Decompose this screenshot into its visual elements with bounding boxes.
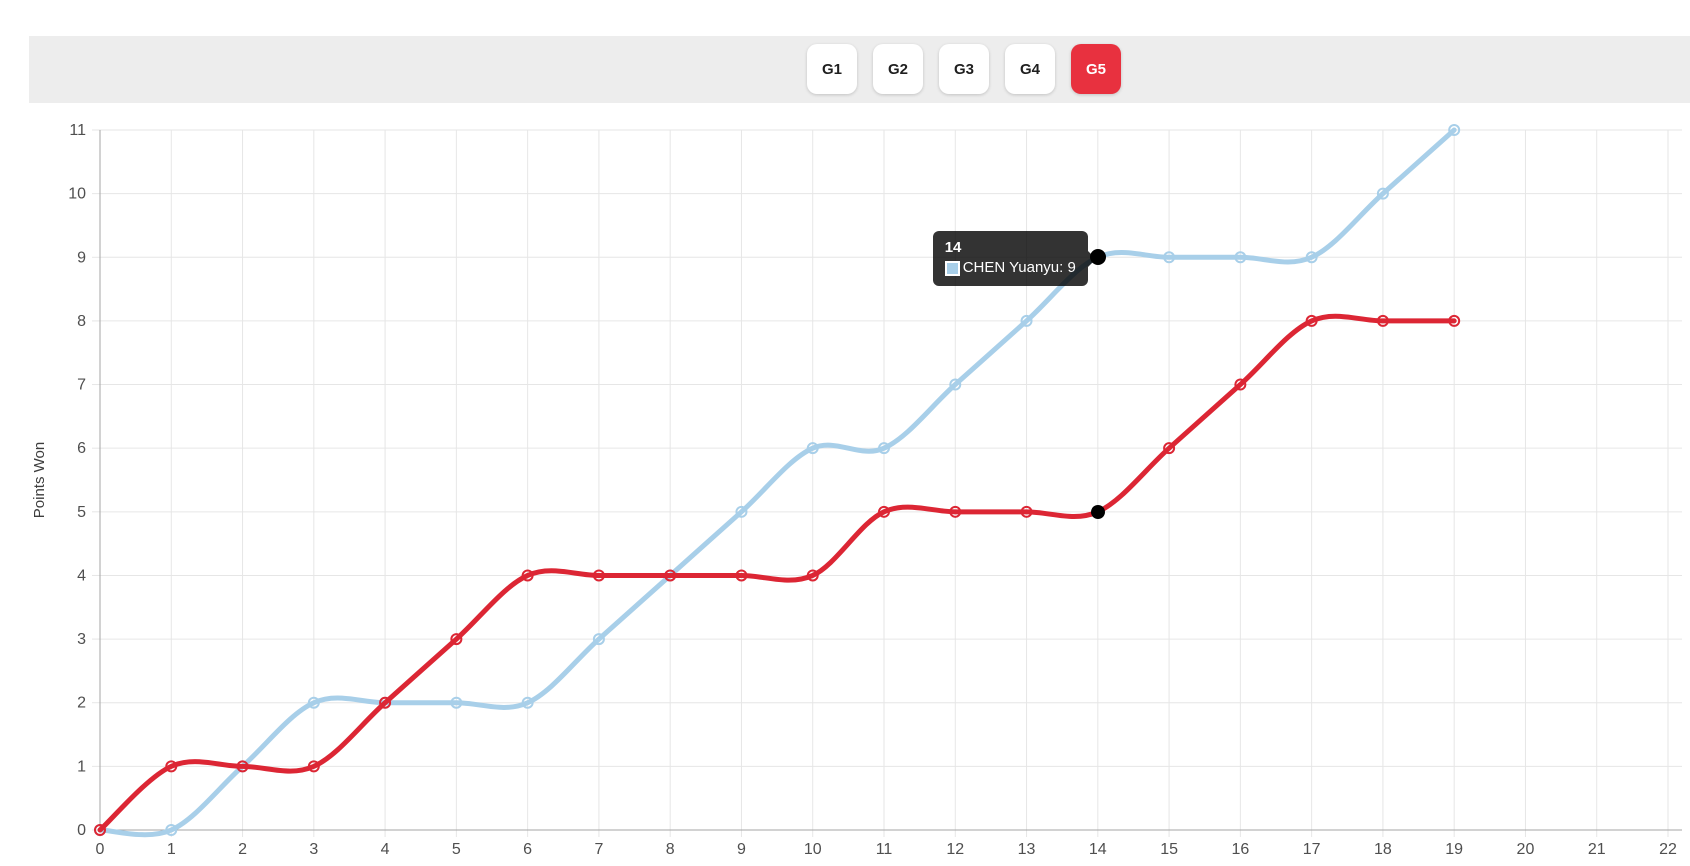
svg-text:8: 8 [77, 313, 86, 330]
svg-text:18: 18 [1374, 841, 1392, 858]
svg-text:7: 7 [77, 377, 86, 394]
svg-text:10: 10 [804, 841, 822, 858]
svg-text:10: 10 [68, 186, 86, 203]
svg-text:20: 20 [1517, 841, 1535, 858]
svg-text:11: 11 [876, 841, 893, 858]
svg-text:1: 1 [167, 841, 176, 858]
svg-text:11: 11 [69, 122, 86, 139]
svg-text:2: 2 [77, 695, 86, 712]
svg-text:21: 21 [1588, 841, 1606, 858]
svg-text:4: 4 [381, 841, 390, 858]
svg-text:9: 9 [737, 841, 746, 858]
svg-text:1: 1 [77, 758, 86, 775]
game-tabs: G1 G2 G3 G4 G5 [807, 44, 1121, 94]
highlight-dot-red [1090, 504, 1105, 519]
svg-text:16: 16 [1231, 841, 1249, 858]
svg-text:9: 9 [77, 249, 86, 266]
svg-text:0: 0 [77, 822, 86, 839]
svg-text:2: 2 [238, 841, 247, 858]
svg-text:12: 12 [946, 841, 964, 858]
svg-text:14: 14 [1089, 841, 1107, 858]
highlight-dot-blue [1089, 249, 1106, 266]
tab-g2[interactable]: G2 [873, 44, 923, 94]
svg-text:5: 5 [77, 504, 86, 521]
svg-text:6: 6 [77, 440, 86, 457]
svg-text:19: 19 [1445, 841, 1463, 858]
svg-text:7: 7 [594, 841, 603, 858]
svg-text:13: 13 [1018, 841, 1036, 858]
game-tab-bar [29, 36, 1690, 103]
svg-text:17: 17 [1303, 841, 1321, 858]
tab-g3[interactable]: G3 [939, 44, 989, 94]
svg-text:6: 6 [523, 841, 532, 858]
svg-text:3: 3 [77, 631, 86, 648]
series-swatch-icon [944, 260, 960, 276]
tab-g5[interactable]: G5 [1071, 44, 1121, 94]
tooltip-entry: CHEN Yuanyu: 9 [962, 259, 1076, 277]
tooltip-title: 14 [944, 239, 962, 257]
svg-text:8: 8 [666, 841, 675, 858]
tab-g4[interactable]: G4 [1005, 44, 1055, 94]
svg-text:22: 22 [1659, 841, 1677, 858]
svg-text:4: 4 [77, 567, 86, 584]
series-chen-yuanyu [94, 124, 1461, 838]
svg-text:0: 0 [96, 841, 105, 858]
tab-g1[interactable]: G1 [807, 44, 857, 94]
svg-text:15: 15 [1160, 841, 1178, 858]
chart-tooltip: 14 CHEN Yuanyu: 9 [932, 231, 1096, 287]
svg-text:Points Won: Points Won [31, 442, 48, 518]
svg-text:5: 5 [452, 841, 461, 858]
svg-text:3: 3 [309, 841, 318, 858]
